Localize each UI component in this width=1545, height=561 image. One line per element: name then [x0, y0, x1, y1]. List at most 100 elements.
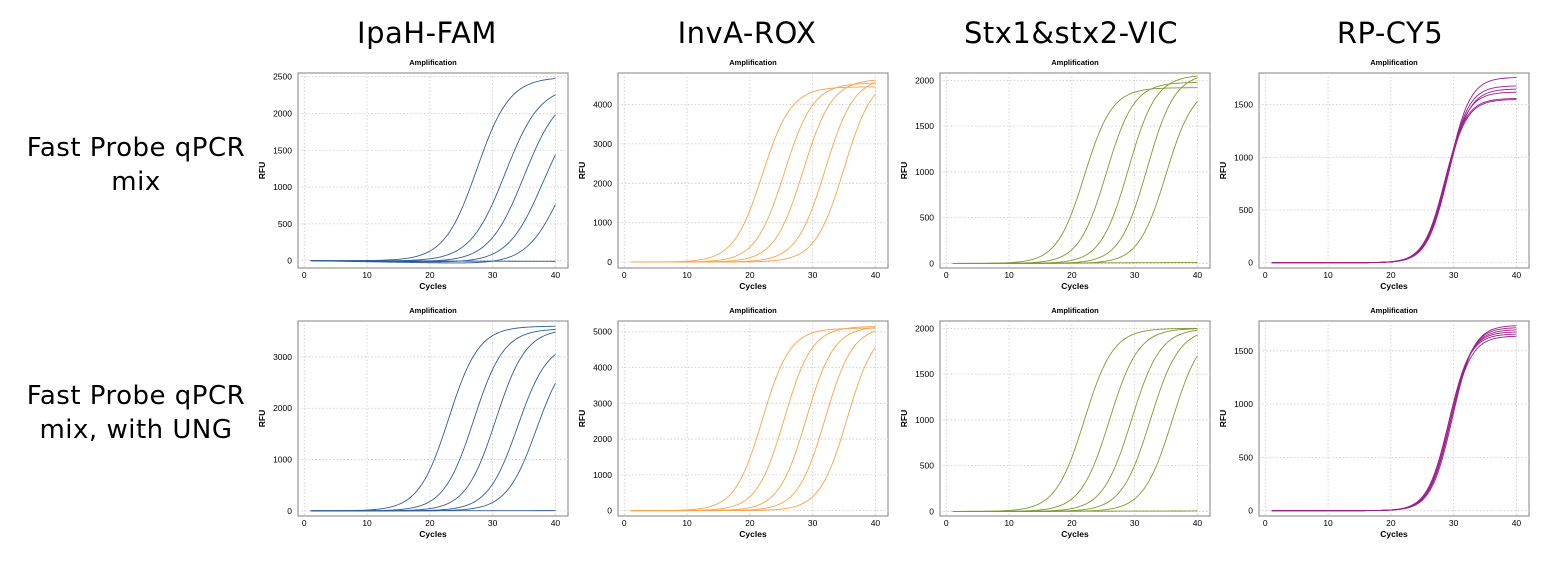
y-tick-label: 3000: [593, 139, 612, 149]
x-tick-label: 20: [1386, 270, 1396, 280]
y-tick-label: 0: [287, 506, 292, 516]
y-tick-label: 1000: [273, 455, 292, 465]
y-axis-label: RFU: [257, 162, 267, 179]
x-tick-label: 10: [1004, 518, 1014, 528]
x-tick-label: 30: [488, 270, 498, 280]
plot-frame: [617, 320, 889, 517]
x-tick-label: 30: [1130, 270, 1140, 280]
x-axis-label: Cycles: [419, 281, 447, 291]
row-label-fast-probe-ung: Fast Probe qPCR mix, with UNG: [0, 379, 272, 447]
x-tick-label: 20: [425, 518, 435, 528]
x-tick-label: 30: [808, 270, 818, 280]
x-tick-label: 40: [551, 270, 561, 280]
y-tick-label: 3000: [593, 398, 612, 408]
y-tick-label: 4000: [593, 100, 612, 110]
amplification-chart-ung-ipah-fam: Amplification 0 10 20 30 40 0 1000 2000 3000 Cycle…: [257, 306, 569, 539]
column-title-inva-rox: InvA-ROX: [677, 16, 817, 50]
series-group: [630, 79, 876, 263]
x-axis-label: Cycles: [739, 281, 767, 291]
y-tick-label: 2000: [273, 403, 292, 413]
chart-title: Amplification: [1370, 306, 1418, 315]
x-tick-label: 10: [1323, 518, 1333, 528]
y-tick-label: 1000: [273, 182, 292, 192]
y-tick-label: 2000: [273, 108, 292, 118]
x-tick-label: 0: [944, 270, 949, 280]
y-tick-label: 4000: [593, 363, 612, 373]
x-tick-label: 40: [1512, 270, 1522, 280]
plot-frame: [1258, 72, 1530, 269]
x-tick-label: 20: [1067, 518, 1077, 528]
x-axis-label: Cycles: [419, 529, 447, 539]
y-tick-label: 1000: [1234, 399, 1253, 409]
chart-title: Amplification: [729, 58, 777, 67]
x-tick-label: 0: [622, 518, 627, 528]
x-tick-label: 0: [622, 270, 627, 280]
series-line-6: [1271, 335, 1517, 512]
column-title-stx-vic: Stx1&stx2-VIC: [963, 16, 1178, 50]
y-tick-label: 0: [1248, 506, 1253, 516]
x-tick-label: 10: [682, 518, 692, 528]
x-tick-label: 20: [745, 518, 755, 528]
chart-title: Amplification: [1370, 58, 1418, 67]
chart-title: Amplification: [729, 306, 777, 315]
y-tick-label: 1000: [1234, 152, 1253, 162]
x-tick-label: 40: [871, 518, 881, 528]
x-tick-label: 30: [1449, 518, 1459, 528]
series-group: [310, 325, 556, 512]
y-tick-label: 3000: [273, 352, 292, 362]
chart-title: Amplification: [1051, 306, 1099, 315]
x-axis-label: Cycles: [739, 529, 767, 539]
y-tick-label: 1500: [1234, 346, 1253, 356]
column-title-rp-cy5: RP-CY5: [1336, 16, 1444, 50]
y-tick-label: 500: [920, 213, 934, 223]
y-axis-label: RFU: [577, 410, 587, 427]
y-tick-label: 2000: [915, 75, 934, 85]
y-tick-label: 1500: [1234, 100, 1253, 110]
chart-title: Amplification: [1051, 58, 1099, 67]
x-tick-label: 0: [1263, 270, 1268, 280]
amplification-chart-fast-rp-cy5: Amplification 0 10 20 30 40 0 500 1000 1500 Cycles…: [1218, 58, 1530, 291]
x-tick-label: 40: [1193, 270, 1203, 280]
x-axis-label: Cycles: [1061, 281, 1089, 291]
x-tick-label: 40: [1512, 518, 1522, 528]
y-tick-label: 2000: [593, 178, 612, 188]
x-tick-label: 30: [1130, 518, 1140, 528]
y-tick-label: 0: [929, 258, 934, 268]
amplification-chart-ung-rp-cy5: Amplification 0 10 20 30 40 0 500 1000 1500 Cycles…: [1218, 306, 1530, 539]
series-line-5: [630, 93, 876, 263]
column-title-ipah-fam: IpaH-FAM: [357, 16, 497, 50]
x-tick-label: 20: [1067, 270, 1077, 280]
x-tick-label: 30: [1449, 270, 1459, 280]
plot-frame: [939, 72, 1211, 269]
y-tick-label: 500: [1239, 452, 1253, 462]
x-tick-label: 0: [1263, 518, 1268, 528]
x-tick-label: 10: [1323, 270, 1333, 280]
y-tick-label: 1000: [915, 167, 934, 177]
y-tick-label: 5000: [593, 327, 612, 337]
series-line-6: [952, 262, 1198, 264]
amplification-chart-fast-inva-rox: Amplification 0 10 20 30 40 0 1000 2000 3000 4000 C…: [577, 58, 889, 291]
row-label-line1: Fast Probe qPCR: [26, 381, 246, 411]
x-tick-label: 0: [302, 270, 307, 280]
x-axis-label: Cycles: [1380, 529, 1408, 539]
x-tick-label: 10: [362, 270, 372, 280]
x-tick-label: 10: [682, 270, 692, 280]
x-tick-label: 20: [1386, 518, 1396, 528]
y-axis-label: RFU: [577, 162, 587, 179]
x-tick-label: 10: [1004, 270, 1014, 280]
y-tick-label: 0: [1248, 258, 1253, 268]
x-tick-label: 0: [302, 518, 307, 528]
y-axis-label: RFU: [1218, 410, 1228, 427]
series-group: [310, 78, 556, 264]
chart-title: Amplification: [409, 306, 457, 315]
x-axis-label: Cycles: [1061, 529, 1089, 539]
x-tick-label: 30: [808, 518, 818, 528]
y-tick-label: 0: [287, 256, 292, 266]
x-tick-label: 30: [488, 518, 498, 528]
y-tick-label: 500: [1239, 205, 1253, 215]
series-group: [1271, 77, 1517, 264]
series-group: [952, 327, 1198, 512]
y-tick-label: 2000: [915, 323, 934, 333]
y-axis-label: RFU: [899, 410, 909, 427]
series-line-5: [630, 347, 876, 512]
